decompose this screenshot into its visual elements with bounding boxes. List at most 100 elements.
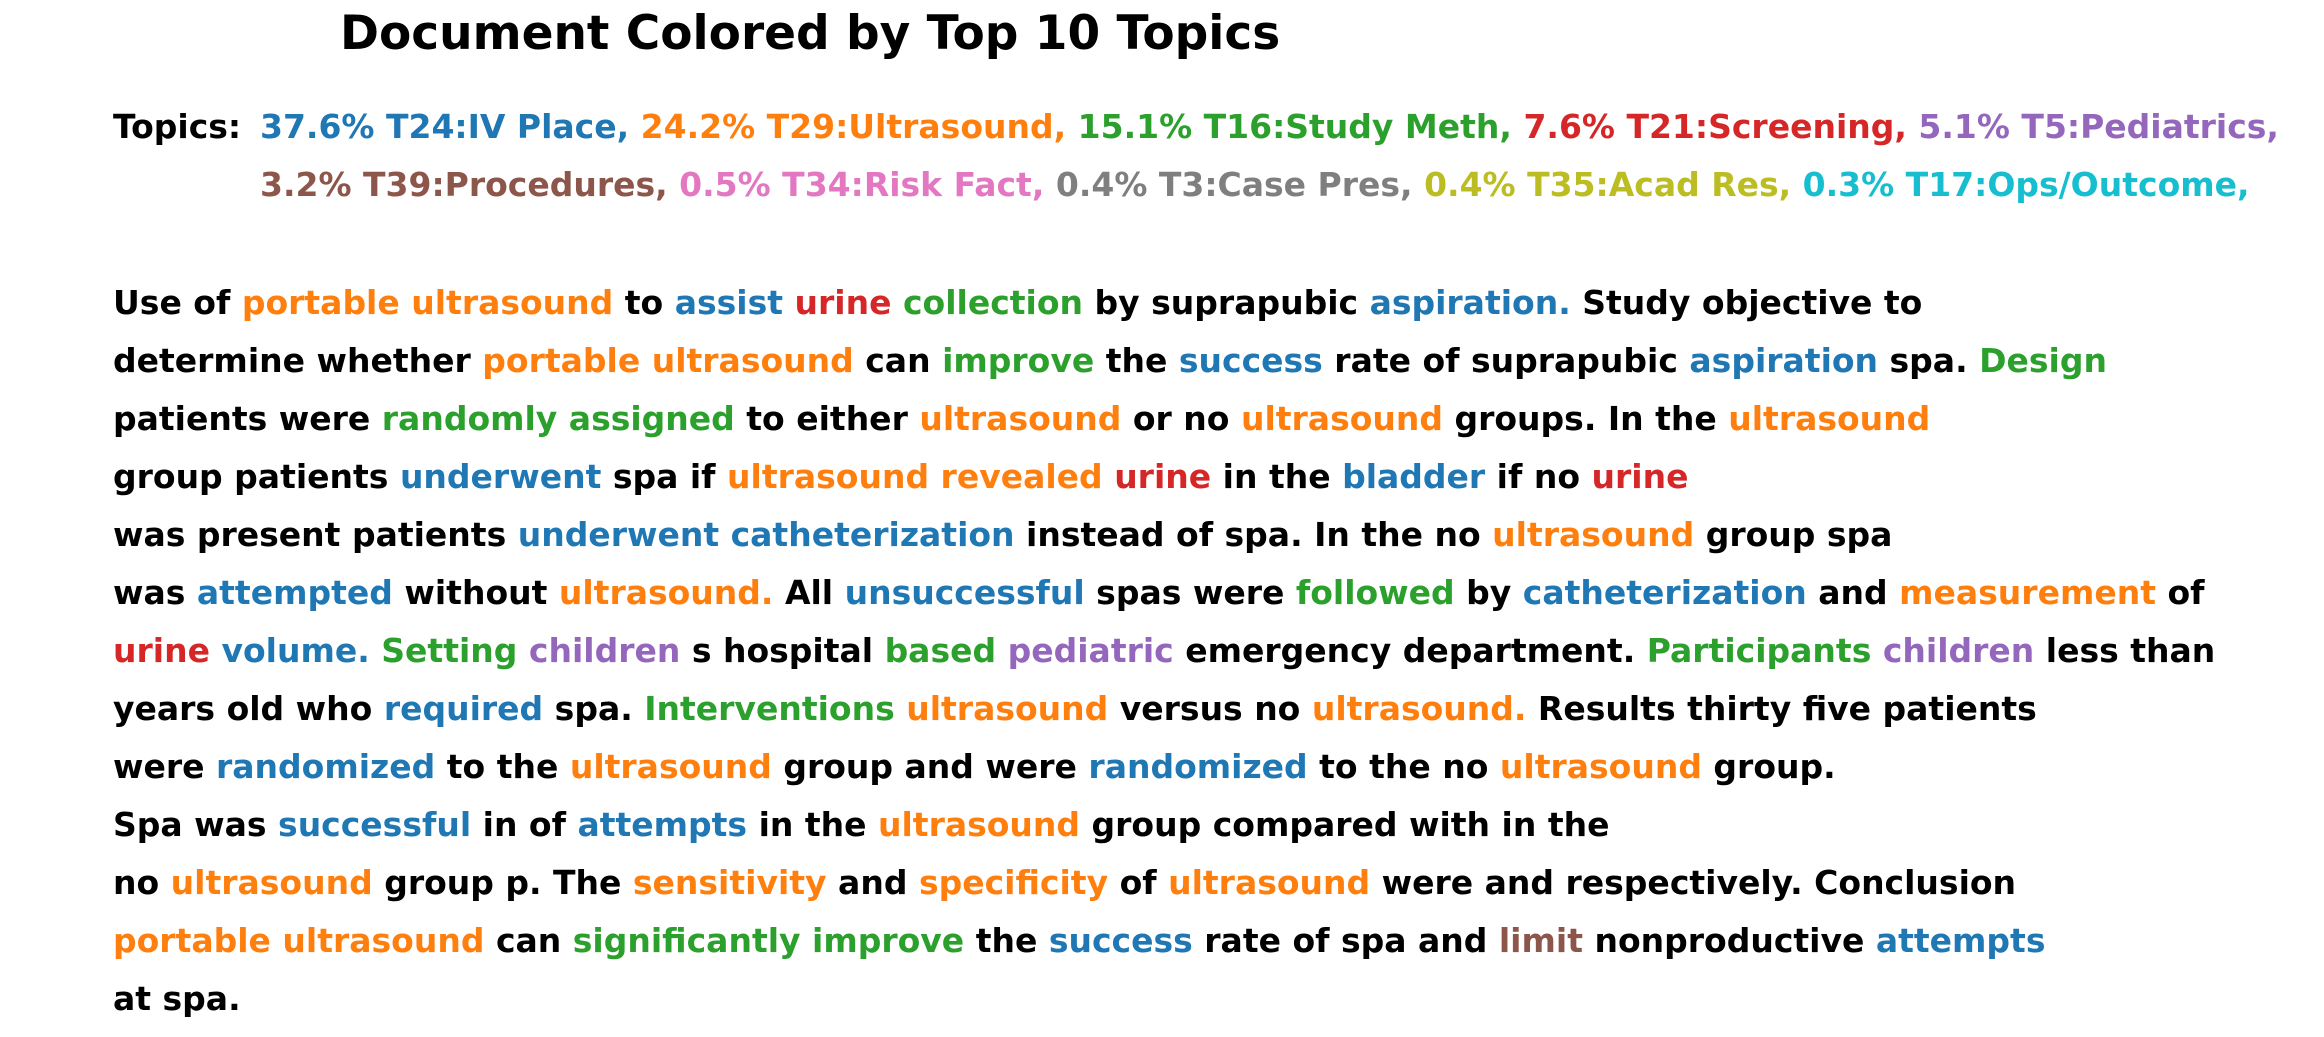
- topic-word: ultrasound: [906, 689, 1109, 728]
- plain-text: can: [853, 341, 943, 380]
- document-line: Use of portable ultrasound to assist uri…: [113, 274, 2313, 332]
- document-line: were randomized to the ultrasound group …: [113, 738, 2313, 796]
- topic-word: specificity: [918, 863, 1109, 902]
- topic-word: attempted: [196, 573, 393, 612]
- plain-text: was: [113, 573, 197, 612]
- plain-text: to the: [435, 747, 570, 786]
- topic-word: measurement: [1899, 573, 2156, 612]
- plain-text: groups. In the: [1443, 399, 1729, 438]
- plain-text: group p. The: [372, 863, 633, 902]
- topic-word: ultrasound: [1499, 747, 1702, 786]
- topic-word: followed: [1295, 573, 1455, 612]
- topic-word: pediatric: [1007, 631, 1174, 670]
- plain-text: [895, 689, 907, 728]
- plain-text: group patients: [113, 457, 400, 496]
- plain-text: versus no: [1108, 689, 1312, 728]
- topic-legend-item: 0.4% T3:Case Pres,: [1055, 165, 1413, 204]
- plain-text: by: [1454, 573, 1523, 612]
- plain-text: the: [964, 921, 1049, 960]
- topic-word: limit: [1498, 921, 1583, 960]
- plain-text: rate of spa and: [1192, 921, 1499, 960]
- topic-word: urine: [794, 283, 892, 322]
- topic-word: urine: [1591, 457, 1689, 496]
- document-line: determine whether portable ultrasound ca…: [113, 332, 2313, 390]
- topic-word: success: [1048, 921, 1193, 960]
- topic-word: ultrasound.: [1311, 689, 1527, 728]
- document-line: patients were randomly assigned to eithe…: [113, 390, 2313, 448]
- topic-word: attempts: [577, 805, 748, 844]
- topic-legend-line: 3.2% T39:Procedures, 0.5% T34:Risk Fact,…: [260, 160, 2250, 210]
- page-title: Document Colored by Top 10 Topics: [340, 6, 1281, 61]
- topic-word: Design: [1979, 341, 2107, 380]
- plain-text: [1103, 457, 1115, 496]
- document-line: portable ultrasound can significantly im…: [113, 912, 2313, 970]
- document-line: group patients underwent spa if ultrasou…: [113, 448, 2313, 506]
- topic-word: unsuccessful: [844, 573, 1085, 612]
- topic-word: improve: [942, 341, 1095, 380]
- topic-word: significantly improve: [572, 921, 965, 960]
- topics-label: Topics:: [113, 107, 242, 146]
- plain-text: by suprapubic: [1083, 283, 1370, 322]
- topic-word: Setting: [381, 631, 518, 670]
- plain-text: in of: [471, 805, 578, 844]
- topic-word: successful: [278, 805, 472, 844]
- plain-text: Results thirty five patients: [1526, 689, 2037, 728]
- plain-text: [996, 631, 1008, 670]
- plain-text: determine whether: [113, 341, 483, 380]
- topic-word: success: [1178, 341, 1323, 380]
- plain-text: group.: [1701, 747, 1836, 786]
- topic-word: aspiration: [1689, 341, 1879, 380]
- topic-word: based: [884, 631, 997, 670]
- plain-text: [1871, 631, 1883, 670]
- document-line: at spa.: [113, 970, 2313, 1028]
- topic-word: portable ultrasound: [113, 921, 485, 960]
- topic-word: Participants: [1646, 631, 1872, 670]
- plain-text: group compared with in the: [1080, 805, 1610, 844]
- plain-text: and: [826, 863, 919, 902]
- plain-text: to: [613, 283, 675, 322]
- plain-text: nonproductive: [1582, 921, 1876, 960]
- document-line: was attempted without ultrasound. All un…: [113, 564, 2313, 622]
- plain-text: in the: [1211, 457, 1343, 496]
- plain-text: group spa: [1694, 515, 1893, 554]
- plain-text: [210, 631, 222, 670]
- topic-word: underwent: [399, 457, 602, 496]
- topic-word: required: [383, 689, 544, 728]
- document-line: Spa was successful in of attempts in the…: [113, 796, 2313, 854]
- topic-word: ultrasound: [1492, 515, 1695, 554]
- plain-text: Study objective to: [1570, 283, 1923, 322]
- plain-text: less than: [2034, 631, 2216, 670]
- plain-text: emergency department.: [1173, 631, 1647, 670]
- document-line: years old who required spa. Intervention…: [113, 680, 2313, 738]
- topic-legend-item: 3.2% T39:Procedures,: [260, 165, 668, 204]
- plain-text: [783, 283, 795, 322]
- plain-text: of: [1108, 863, 1169, 902]
- plain-text: spa.: [1878, 341, 1980, 380]
- plain-text: instead of spa. In the no: [1014, 515, 1493, 554]
- document-text: Use of portable ultrasound to assist uri…: [113, 274, 2313, 1028]
- topic-word: children: [528, 631, 681, 670]
- topic-word: randomly assigned: [381, 399, 735, 438]
- topic-legend-item: 0.5% T34:Risk Fact,: [679, 165, 1045, 204]
- plain-text: patients were: [113, 399, 382, 438]
- plain-text: in the: [747, 805, 878, 844]
- topic-word: ultrasound: [170, 863, 373, 902]
- topic-word: urine: [1114, 457, 1212, 496]
- topic-legend-item: 0.4% T35:Acad Res,: [1424, 165, 1792, 204]
- plain-text: if no: [1485, 457, 1592, 496]
- topic-word: portable ultrasound: [241, 283, 614, 322]
- topic-word: bladder: [1342, 457, 1486, 496]
- topic-word: ultrasound.: [558, 573, 774, 612]
- plain-text: rate of suprapubic: [1322, 341, 1690, 380]
- topic-word: children: [1882, 631, 2035, 670]
- topic-word: ultrasound: [1240, 399, 1443, 438]
- plain-text: spas were: [1084, 573, 1296, 612]
- plain-text: Use of: [113, 283, 242, 322]
- topic-word: ultrasound: [1728, 399, 1931, 438]
- topic-word: assist: [674, 283, 784, 322]
- plain-text: spa.: [543, 689, 645, 728]
- plain-text: [370, 631, 382, 670]
- topic-word: collection: [902, 283, 1084, 322]
- topic-legend-item: 7.6% T21:Screening,: [1523, 107, 1907, 146]
- plain-text: or no: [1121, 399, 1241, 438]
